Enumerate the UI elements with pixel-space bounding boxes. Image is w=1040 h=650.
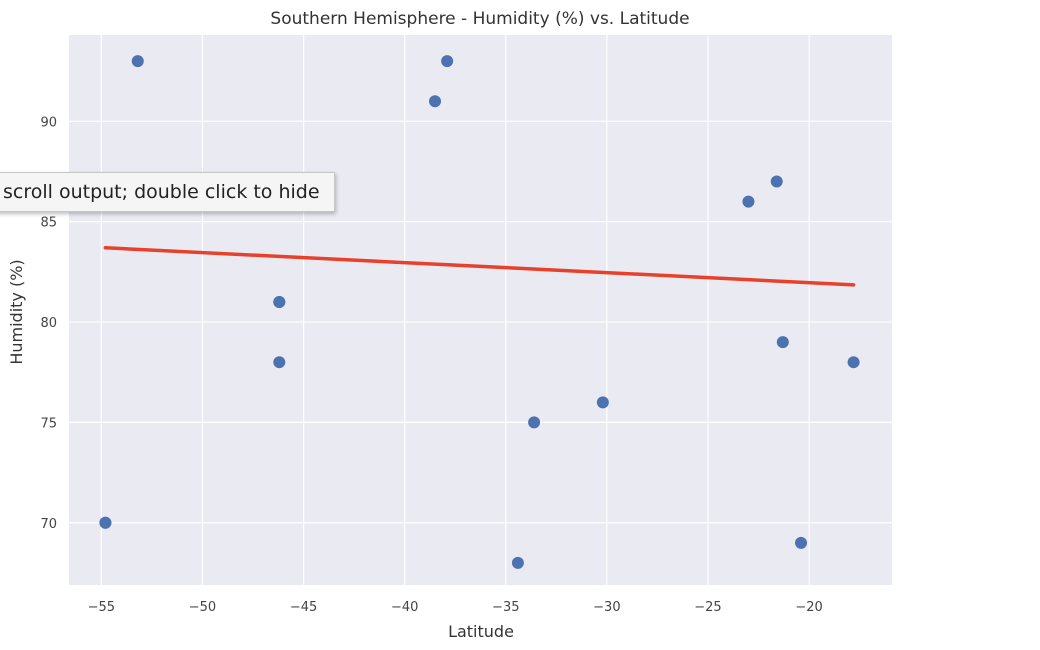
- data-point: [273, 295, 286, 308]
- output-scroll-tooltip[interactable]: scroll output; double click to hide: [0, 172, 335, 212]
- data-point: [511, 556, 524, 569]
- chart-title: Southern Hemisphere - Humidity (%) vs. L…: [270, 9, 689, 29]
- y-axis-title: Humidity (%): [7, 259, 26, 364]
- data-point: [441, 55, 454, 68]
- x-tick-label: −30: [593, 600, 620, 615]
- x-tick-label: −55: [88, 600, 115, 615]
- data-point: [528, 416, 541, 429]
- data-point: [273, 356, 286, 369]
- x-tick-label: −45: [290, 600, 317, 615]
- y-tick-label: 85: [40, 216, 57, 231]
- data-point: [596, 396, 609, 409]
- data-point: [429, 95, 442, 108]
- data-point: [131, 55, 144, 68]
- data-points: [99, 55, 860, 569]
- x-tick-label: −20: [795, 600, 822, 615]
- x-tick-label: −35: [492, 600, 519, 615]
- data-point: [742, 195, 755, 208]
- regression-line-group: [103, 246, 856, 287]
- y-tick-label: 75: [40, 416, 57, 431]
- x-tick-label: −50: [189, 600, 216, 615]
- plot-area: [69, 35, 892, 585]
- data-point: [847, 356, 860, 369]
- y-tick-label: 70: [40, 517, 57, 532]
- y-tick-label: 90: [40, 115, 57, 130]
- data-point: [99, 516, 112, 529]
- data-point: [795, 536, 808, 549]
- x-tick-label: −25: [694, 600, 721, 615]
- x-tick-labels: −55 −50 −45 −40 −35 −30 −25 −20: [88, 600, 823, 615]
- data-point: [776, 336, 789, 349]
- y-tick-label: 80: [40, 316, 57, 331]
- x-tick-label: −40: [391, 600, 418, 615]
- x-axis-title: Latitude: [448, 622, 514, 641]
- data-point: [770, 175, 783, 188]
- y-tick-labels: 70 75 80 85 90: [40, 115, 57, 531]
- regression-line: [103, 246, 856, 287]
- grid: [69, 35, 892, 585]
